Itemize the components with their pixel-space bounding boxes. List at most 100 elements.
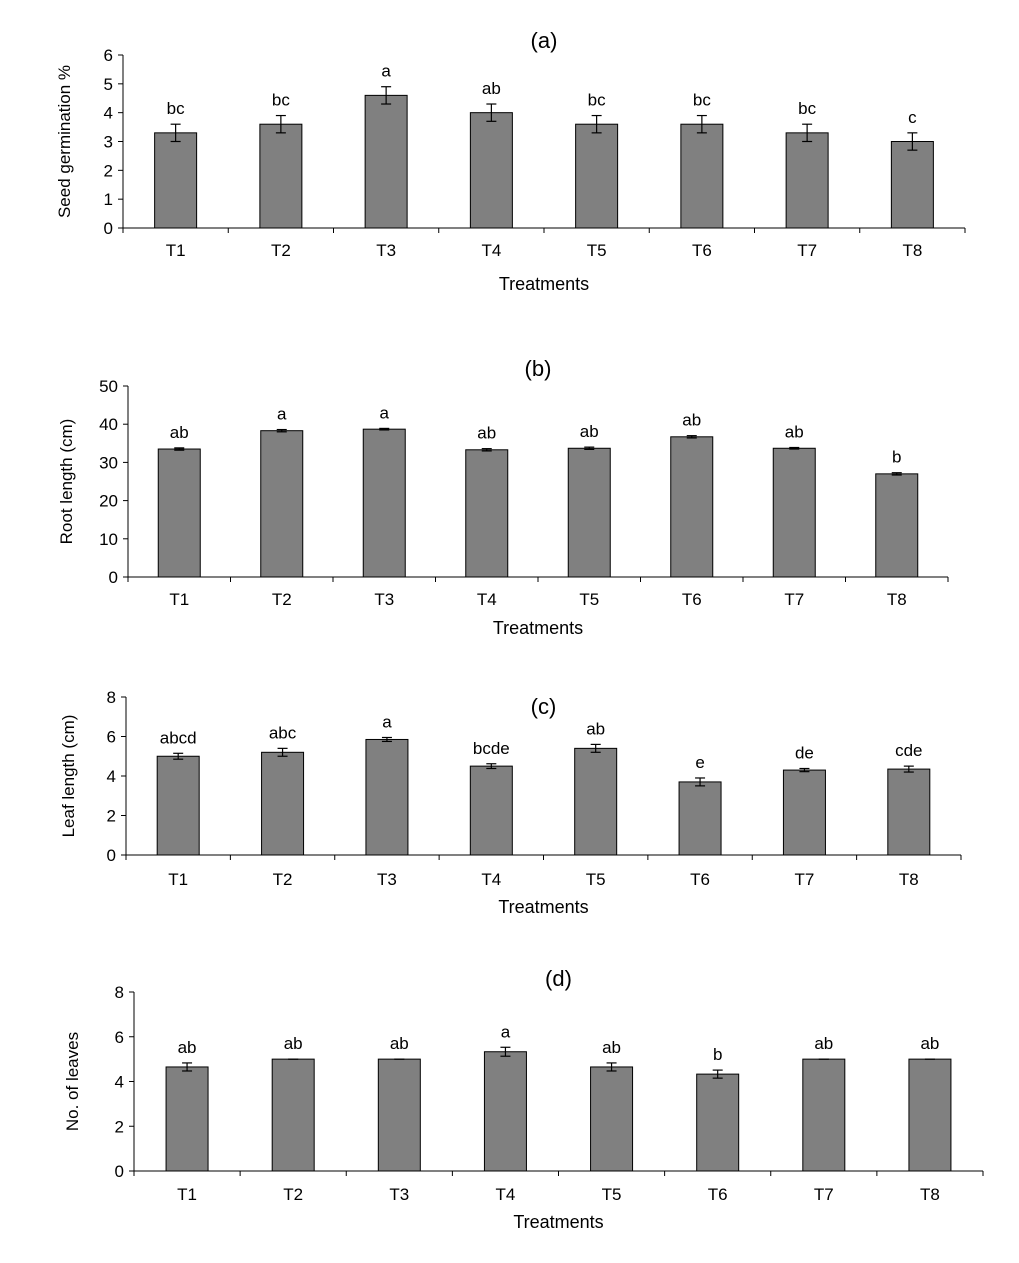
x-tick-label: T2 (271, 241, 291, 260)
y-tick-label: 8 (107, 688, 116, 707)
significance-letter: ab (602, 1038, 621, 1057)
bar (567, 447, 611, 578)
y-tick-label: 40 (99, 415, 118, 434)
y-tick-label: 1 (104, 190, 113, 209)
x-tick-label: T4 (496, 1185, 516, 1204)
x-tick-label: T2 (272, 590, 292, 609)
x-tick-label: T8 (902, 241, 922, 260)
x-axis-label: Treatments (513, 1212, 603, 1232)
bar (364, 94, 408, 229)
x-tick-label: T4 (481, 241, 501, 260)
bar (154, 132, 198, 229)
bar (590, 1066, 634, 1172)
bar (469, 112, 513, 229)
x-tick-label: T7 (814, 1185, 834, 1204)
bar (575, 123, 619, 229)
y-tick-label: 4 (107, 767, 116, 786)
bar (785, 132, 829, 229)
y-tick-label: 6 (107, 728, 116, 747)
x-tick-label: T8 (899, 870, 919, 889)
significance-letter: ab (920, 1034, 939, 1053)
bar (908, 1058, 952, 1172)
bar (574, 747, 618, 856)
x-tick-label: T1 (166, 241, 186, 260)
y-axis-label: Leaf length (cm) (59, 715, 78, 838)
significance-letter: b (892, 448, 901, 467)
y-tick-label: 50 (99, 377, 118, 396)
x-tick-label: T7 (784, 590, 804, 609)
bar (377, 1058, 421, 1172)
bar (680, 123, 724, 229)
x-tick-label: T7 (795, 870, 815, 889)
x-tick-label: T6 (708, 1185, 728, 1204)
x-axis-label: Treatments (493, 618, 583, 638)
y-axis-label: Root length (cm) (57, 419, 76, 545)
chart-title: (a) (531, 28, 558, 53)
x-tick-label: T5 (602, 1185, 622, 1204)
y-tick-label: 20 (99, 492, 118, 511)
x-tick-label: T6 (682, 590, 702, 609)
significance-letter: ab (482, 79, 501, 98)
chart-title: (b) (525, 356, 552, 381)
x-tick-label: T3 (376, 241, 396, 260)
x-tick-label: T5 (579, 590, 599, 609)
chart-panel-c: (c) 0 2 4 6 8 abcd T1 abc T2 a T3 bcde T4 ab T5 e T6 de T7 c… (59, 688, 962, 917)
x-tick-label: T2 (273, 870, 293, 889)
y-tick-label: 6 (115, 1028, 124, 1047)
y-tick-label: 0 (107, 846, 116, 865)
chart-title: (d) (545, 966, 572, 991)
x-tick-label: T5 (586, 870, 606, 889)
significance-letter: ab (682, 411, 701, 430)
x-tick-label: T2 (283, 1185, 303, 1204)
y-tick-label: 8 (115, 983, 124, 1002)
y-tick-label: 6 (104, 46, 113, 65)
significance-letter: a (501, 1022, 511, 1041)
bar (156, 755, 200, 856)
bar (465, 449, 509, 578)
bar (782, 769, 826, 856)
y-axis-label: No. of leaves (63, 1032, 82, 1131)
x-tick-label: T6 (692, 241, 712, 260)
x-tick-label: T3 (377, 870, 397, 889)
chart-title: (c) (531, 694, 557, 719)
significance-letter: a (277, 405, 287, 424)
x-axis-label: Treatments (498, 897, 588, 917)
significance-letter: de (795, 743, 814, 762)
chart-panel-a: (a) 0 1 2 3 4 5 6 bc T1 bc T2 a T3 ab T4 bc T5 bc T6 bc T7 c T8… (55, 28, 966, 294)
significance-letter: abc (269, 723, 297, 742)
y-tick-label: 4 (115, 1073, 124, 1092)
y-tick-label: 3 (104, 133, 113, 152)
bar (271, 1058, 315, 1172)
y-tick-label: 4 (104, 104, 113, 123)
significance-letter: ab (785, 423, 804, 442)
y-axis-label: Seed germination % (55, 65, 74, 218)
significance-letter: a (380, 403, 390, 422)
y-tick-label: 0 (109, 568, 118, 587)
chart-panel-b: (b) 0 10 20 30 40 50 ab T1 a T2 a T3 ab T4 ab T5 ab T6 ab T7… (57, 356, 949, 638)
bar (261, 751, 305, 856)
bar (890, 141, 934, 229)
y-tick-label: 0 (115, 1162, 124, 1181)
x-tick-label: T6 (690, 870, 710, 889)
y-tick-label: 2 (104, 161, 113, 180)
x-tick-label: T1 (169, 590, 189, 609)
significance-letter: abcd (160, 728, 197, 747)
significance-letter: ab (284, 1034, 303, 1053)
x-tick-label: T3 (374, 590, 394, 609)
significance-letter: bc (798, 99, 816, 118)
bar (165, 1066, 209, 1172)
significance-letter: bc (588, 91, 606, 110)
significance-letter: c (908, 108, 917, 127)
significance-letter: ab (170, 423, 189, 442)
y-tick-label: 5 (104, 75, 113, 94)
chart-panel-d: (d) 0 2 4 6 8 ab T1 ab T2 ab T3 a T4 ab T5 b T6 ab T7 ab T8 Tr… (63, 966, 984, 1232)
bar (887, 768, 931, 856)
x-tick-label: T8 (887, 590, 907, 609)
x-tick-label: T4 (481, 870, 501, 889)
significance-letter: b (713, 1045, 722, 1064)
significance-letter: bc (167, 99, 185, 118)
significance-letter: bc (272, 91, 290, 110)
significance-letter: a (381, 62, 391, 81)
x-tick-label: T4 (477, 590, 497, 609)
